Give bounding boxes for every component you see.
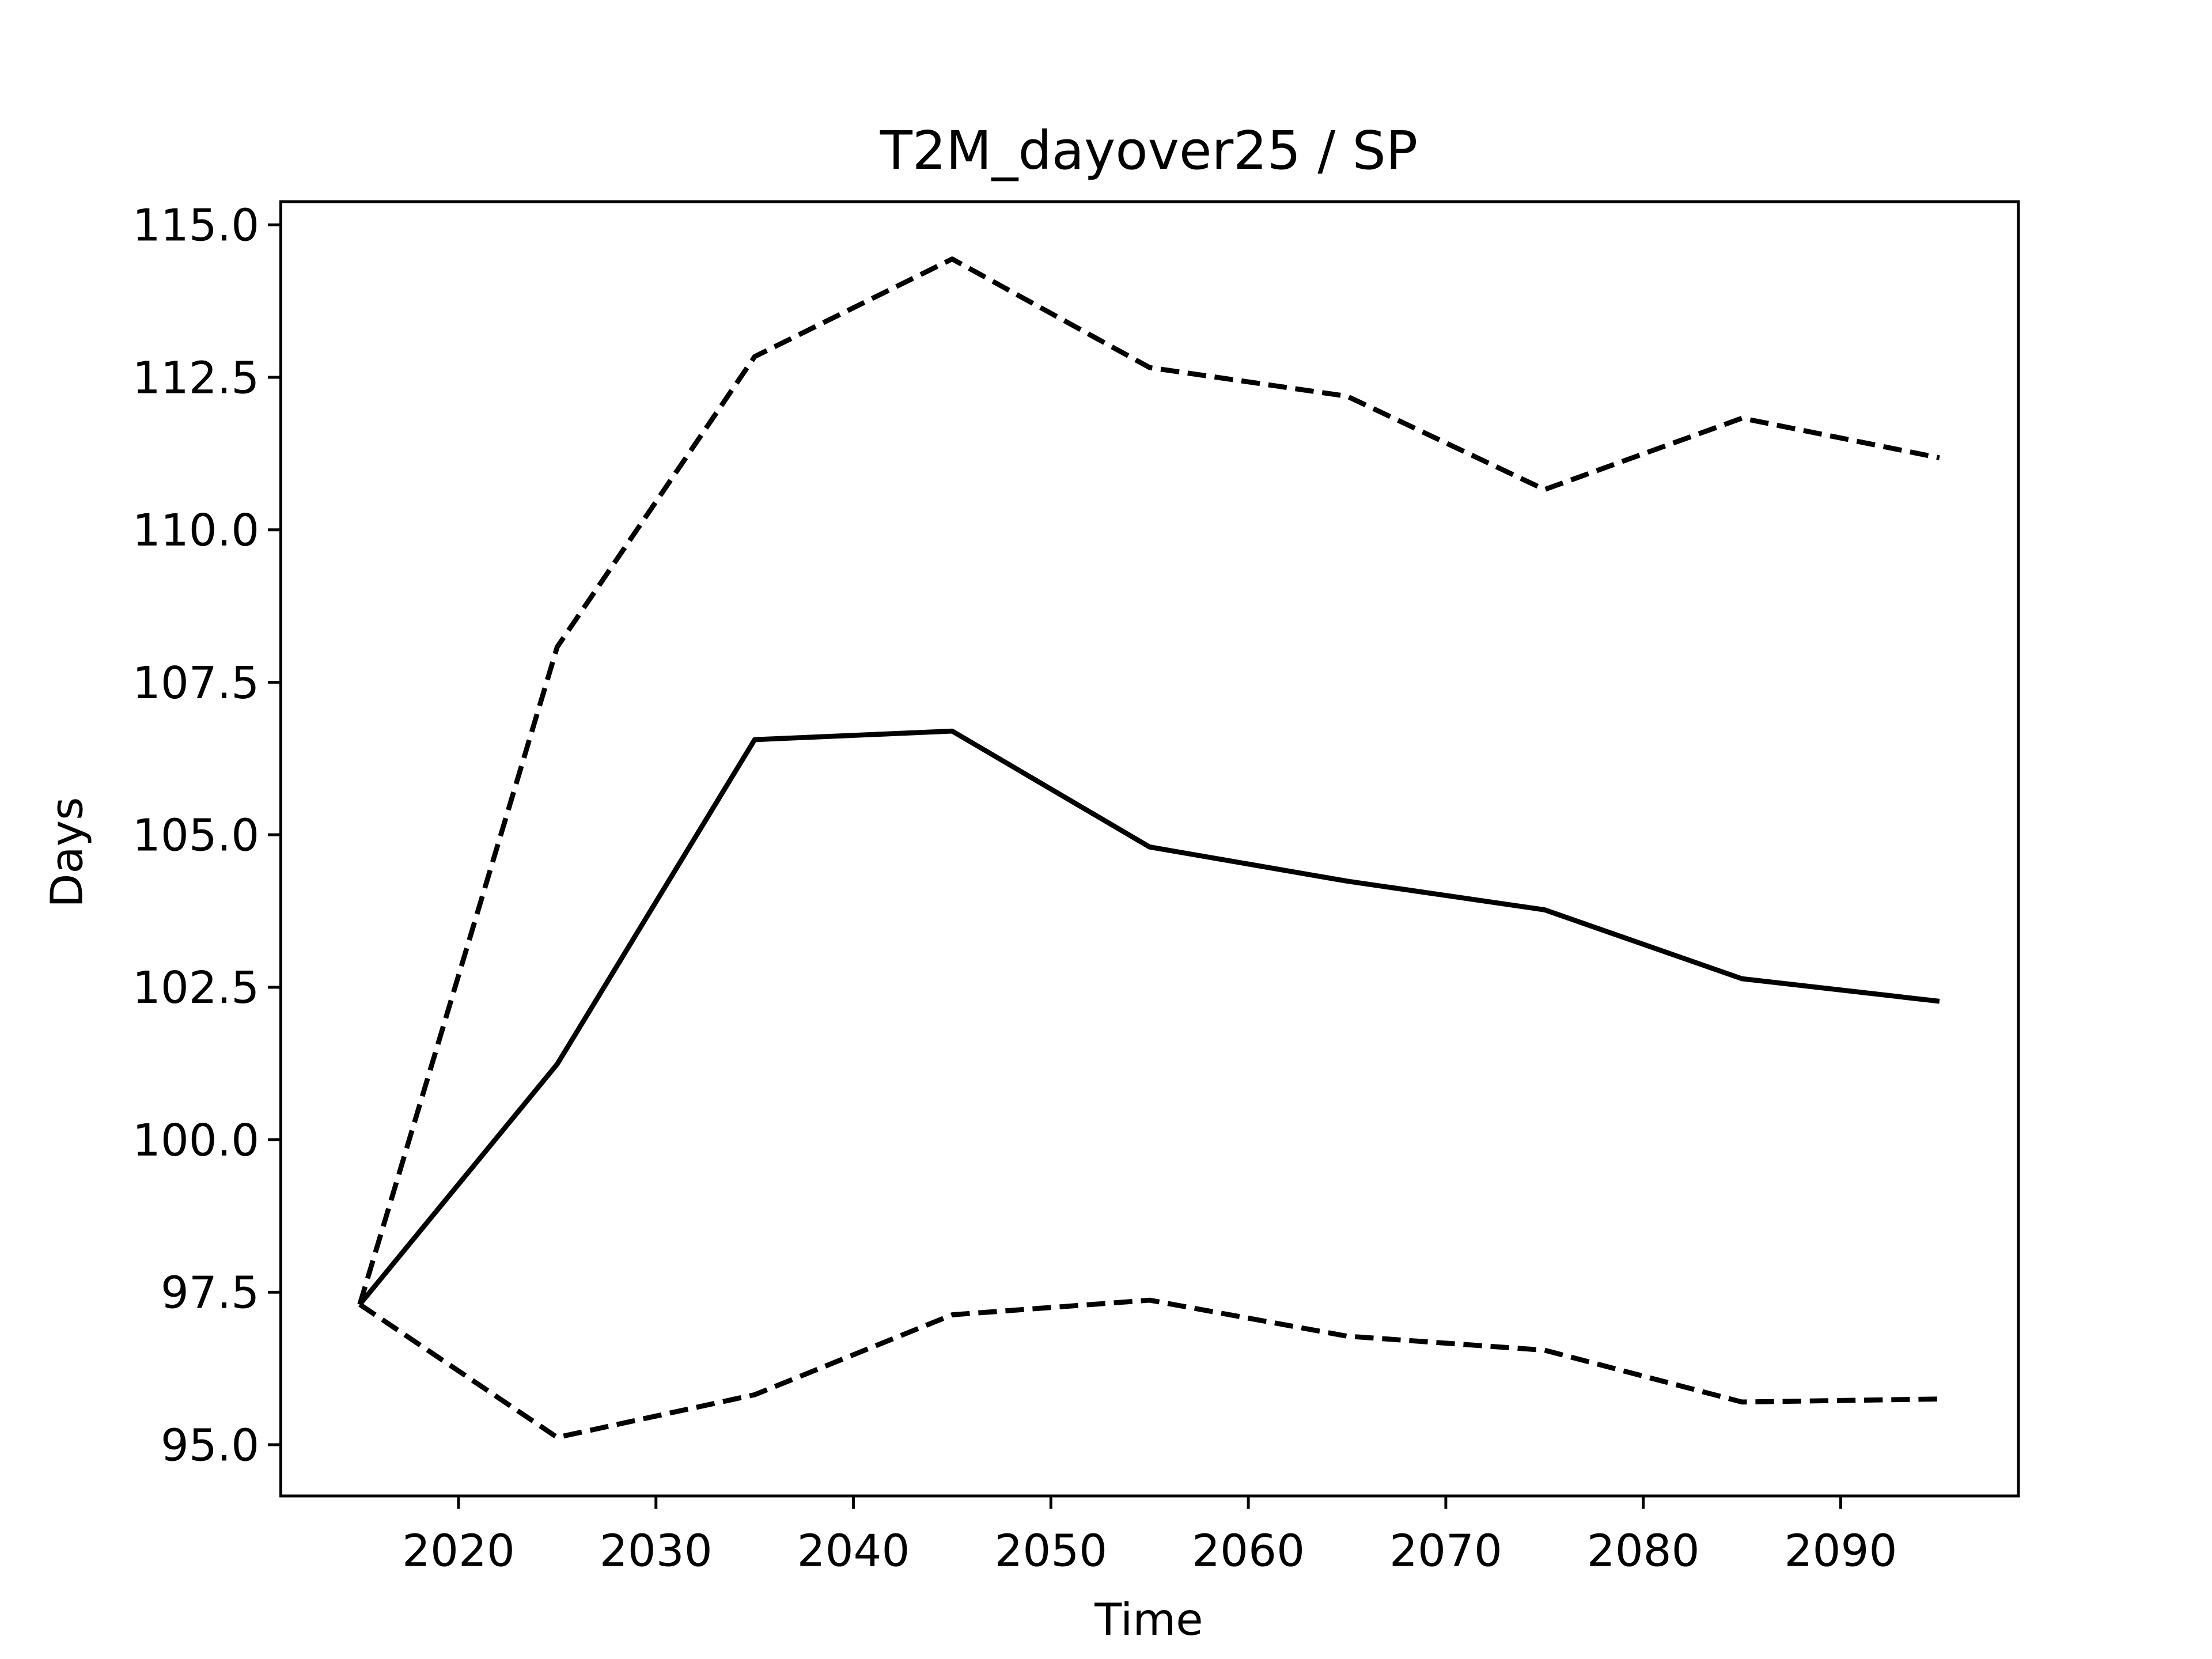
y-tick-label: 100.0 bbox=[132, 1115, 259, 1166]
x-tick-label: 2050 bbox=[994, 1526, 1107, 1577]
x-tick-label: 2060 bbox=[1192, 1526, 1305, 1577]
x-tick-label: 2030 bbox=[600, 1526, 713, 1577]
y-tick-label: 95.0 bbox=[161, 1420, 259, 1471]
y-tick-label: 107.5 bbox=[132, 658, 259, 709]
y-tick-label: 102.5 bbox=[132, 963, 259, 1014]
series-line bbox=[358, 728, 1940, 1306]
y-tick-label: 115.0 bbox=[132, 200, 259, 252]
x-tick-label: 2020 bbox=[402, 1526, 515, 1577]
x-tick-label: 2040 bbox=[797, 1526, 910, 1577]
y-axis-label: Days bbox=[41, 797, 93, 908]
plot-frame bbox=[279, 200, 2020, 1498]
x-tick-label: 2090 bbox=[1785, 1526, 1897, 1577]
chart-title: T2M_dayover25 / SP bbox=[880, 120, 1418, 181]
y-tick-label: 105.0 bbox=[132, 810, 259, 861]
y-tick-label: 112.5 bbox=[132, 353, 259, 404]
series-line bbox=[357, 256, 1940, 1305]
x-tick-label: 2080 bbox=[1587, 1526, 1700, 1577]
x-axis-label: Time bbox=[1094, 1594, 1203, 1646]
y-tick-label: 97.5 bbox=[161, 1268, 259, 1319]
series-line bbox=[358, 1297, 1940, 1440]
y-tick-label: 110.0 bbox=[132, 505, 259, 556]
x-tick-label: 2070 bbox=[1389, 1526, 1502, 1577]
